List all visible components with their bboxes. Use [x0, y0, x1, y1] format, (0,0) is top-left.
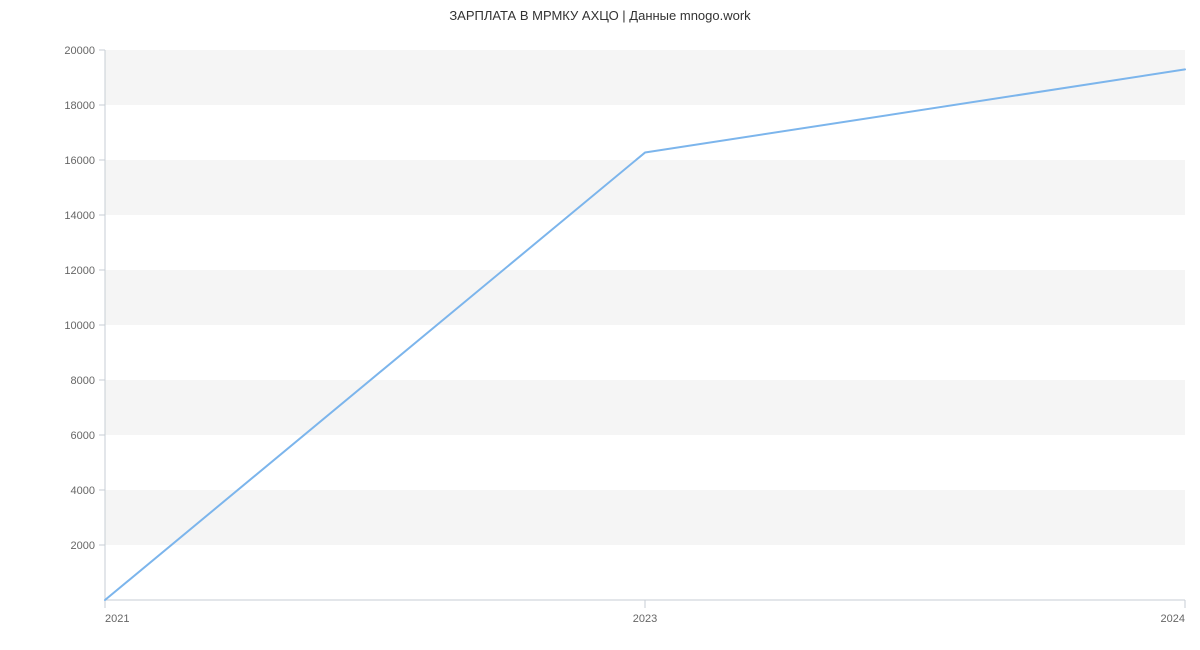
svg-text:2023: 2023: [633, 613, 657, 625]
chart-title: ЗАРПЛАТА В МРМКУ АХЦО | Данные mnogo.wor…: [0, 8, 1200, 23]
svg-text:18000: 18000: [64, 100, 95, 112]
svg-text:14000: 14000: [64, 210, 95, 222]
svg-text:12000: 12000: [64, 265, 95, 277]
chart-svg: 2000 4000 6000 8000 10000 12000 14000 16000 1800…: [0, 0, 1200, 650]
svg-text:2021: 2021: [105, 613, 129, 625]
svg-text:10000: 10000: [64, 320, 95, 332]
svg-text:20000: 20000: [64, 45, 95, 57]
salary-line-chart: ЗАРПЛАТА В МРМКУ АХЦО | Данные mnogo.wor…: [0, 0, 1200, 650]
svg-text:2000: 2000: [71, 540, 95, 552]
svg-text:16000: 16000: [64, 155, 95, 167]
svg-text:4000: 4000: [71, 485, 95, 497]
svg-text:8000: 8000: [71, 375, 95, 387]
svg-text:2024: 2024: [1161, 613, 1185, 625]
svg-text:6000: 6000: [71, 430, 95, 442]
